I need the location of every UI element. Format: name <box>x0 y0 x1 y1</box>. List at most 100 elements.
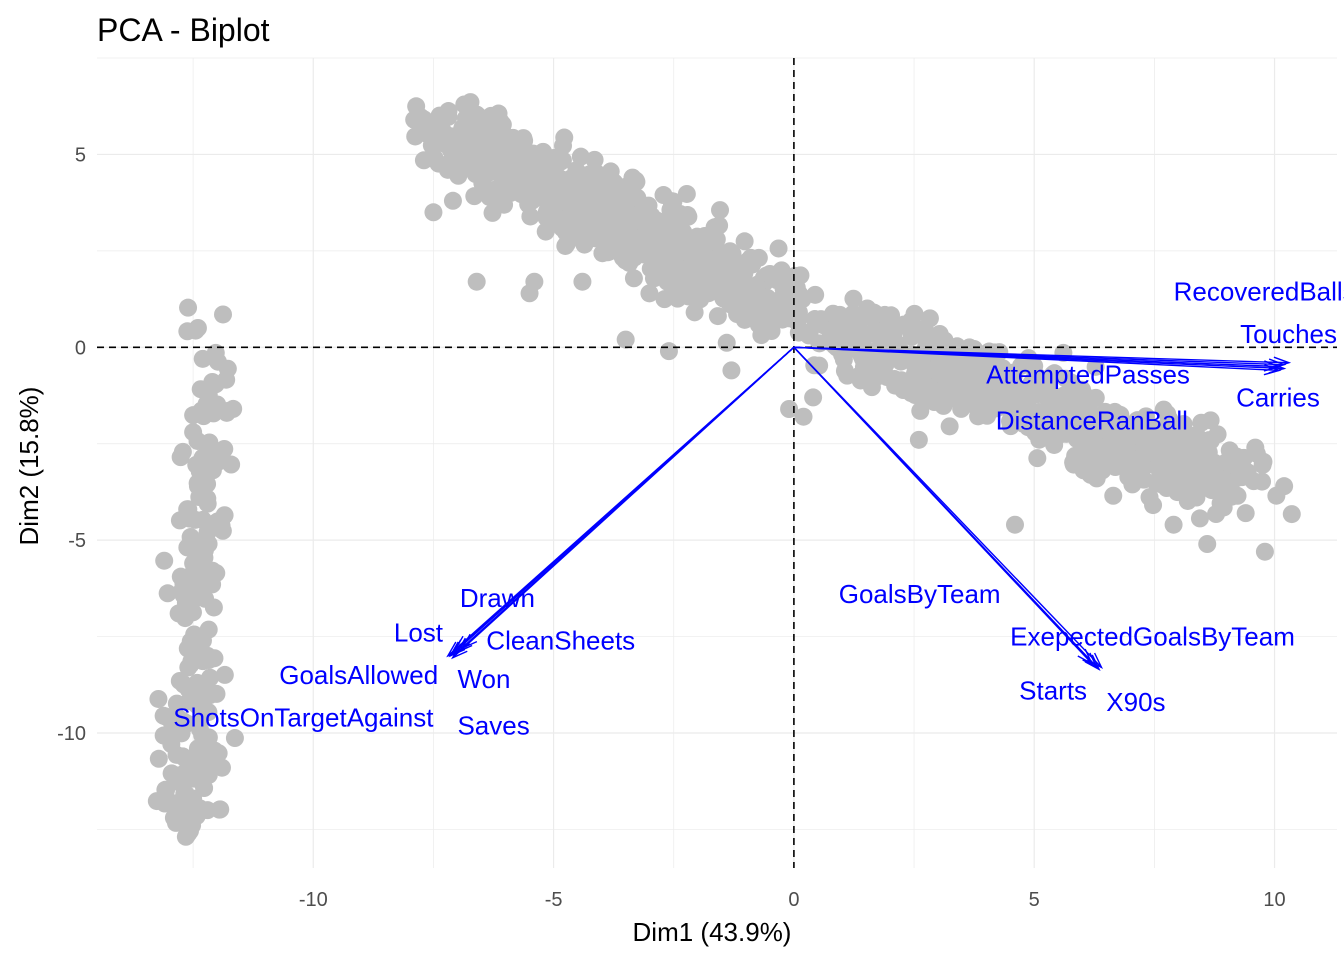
data-point <box>767 268 786 287</box>
arrow-DistanceRanBall <box>793 346 1280 368</box>
data-point <box>424 203 443 222</box>
data-point <box>584 178 603 197</box>
data-point <box>429 114 448 133</box>
y-axis-title: Dim2 (15.8%) <box>14 387 44 546</box>
data-point <box>531 152 550 171</box>
data-point <box>1087 469 1106 488</box>
variable-label: Carries <box>1236 382 1320 412</box>
data-point <box>607 225 626 244</box>
data-point <box>1135 445 1154 464</box>
data-point <box>1236 504 1255 523</box>
data-point <box>1201 411 1220 430</box>
variable-label: DistanceRanBall <box>996 406 1188 436</box>
data-point <box>1222 487 1241 506</box>
data-point <box>789 293 808 312</box>
data-point <box>1049 389 1068 408</box>
data-point <box>204 598 223 617</box>
data-point <box>930 324 949 343</box>
data-point <box>174 586 193 605</box>
data-point <box>504 139 523 158</box>
data-point <box>1178 491 1197 510</box>
variable-label: Touches <box>1240 319 1337 349</box>
data-point <box>1255 542 1274 561</box>
data-point <box>1206 457 1225 476</box>
data-point <box>1104 486 1123 505</box>
data-point <box>467 272 486 291</box>
data-point <box>1066 446 1085 465</box>
data-point <box>769 239 788 258</box>
data-point <box>785 310 804 329</box>
data-point <box>180 509 199 528</box>
data-point <box>465 187 484 206</box>
data-point <box>623 168 642 187</box>
data-point <box>512 185 531 204</box>
data-point <box>710 216 729 235</box>
data-point <box>181 632 200 651</box>
data-point <box>553 170 572 189</box>
arrow-Touches <box>793 346 1289 364</box>
data-point <box>178 538 197 557</box>
data-point <box>183 603 202 622</box>
data-point <box>935 379 954 398</box>
data-point <box>443 191 462 210</box>
x-axis-title: Dim1 (43.9%) <box>633 917 792 947</box>
data-point <box>519 170 538 189</box>
data-point <box>169 604 188 623</box>
data-point <box>762 297 781 316</box>
data-point <box>441 141 460 160</box>
data-point <box>913 370 932 389</box>
arrowhead-ShotsOnTargetAgainst <box>446 641 463 658</box>
data-point <box>167 745 186 764</box>
data-point <box>215 665 234 684</box>
data-point <box>414 151 433 170</box>
data-point <box>878 317 897 336</box>
y-tick-label: 5 <box>75 144 86 166</box>
data-point <box>422 136 441 155</box>
data-point <box>639 196 658 215</box>
data-point <box>639 232 658 251</box>
data-point <box>406 127 425 146</box>
data-point <box>998 396 1017 415</box>
data-point <box>898 372 917 391</box>
data-point <box>158 584 177 603</box>
data-point <box>1199 433 1218 452</box>
data-point <box>589 204 608 223</box>
data-point <box>155 551 174 570</box>
data-point <box>215 506 234 525</box>
grid-lines <box>97 57 1337 868</box>
data-point <box>616 330 635 349</box>
variable-label: AttemptedPasses <box>986 359 1190 389</box>
data-point <box>820 332 839 351</box>
data-point <box>405 110 424 129</box>
data-point <box>571 147 590 166</box>
data-point <box>824 304 843 323</box>
data-point <box>729 288 748 307</box>
data-point <box>178 322 197 341</box>
data-point <box>149 749 168 768</box>
data-point <box>184 406 203 425</box>
data-point <box>722 361 741 380</box>
x-tick-label: 10 <box>1263 889 1285 911</box>
data-point <box>927 361 946 380</box>
data-point <box>573 272 592 291</box>
data-point <box>1227 447 1246 466</box>
data-point <box>483 203 502 222</box>
y-tick-label: -10 <box>57 723 86 745</box>
data-point <box>780 400 799 418</box>
x-tick-label: 0 <box>788 889 799 911</box>
data-point <box>554 136 573 155</box>
variable-label: Lost <box>394 618 444 648</box>
data-point <box>834 350 853 369</box>
data-point <box>1155 441 1174 460</box>
variable-label: X90s <box>1106 687 1165 717</box>
data-point <box>484 122 503 141</box>
data-point <box>1012 356 1031 375</box>
data-point <box>589 229 608 248</box>
data-point <box>190 720 209 739</box>
data-point <box>717 333 736 352</box>
data-point <box>199 620 218 639</box>
variable-label: ShotsOnTargetAgainst <box>173 703 434 733</box>
data-point <box>1244 472 1263 491</box>
data-point <box>155 794 174 813</box>
data-point <box>206 375 225 394</box>
